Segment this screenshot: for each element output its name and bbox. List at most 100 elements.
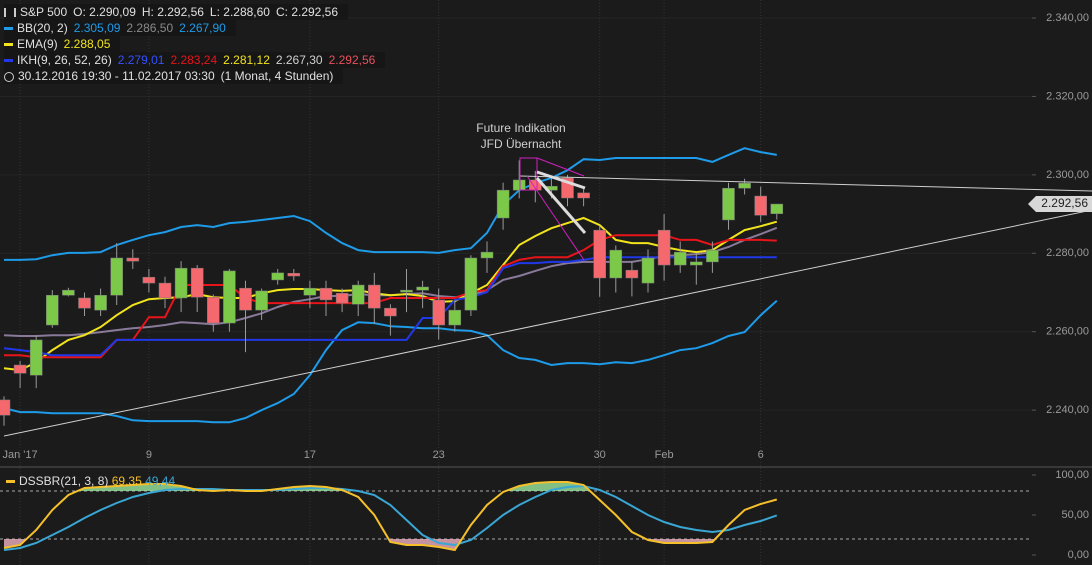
candle-body xyxy=(255,290,268,311)
legend-row: IKH(9, 26, 52, 26) 2.279,01 2.283,24 2.281,… xyxy=(4,52,386,68)
legend-row: S&P 500 O: 2.290,09 H: 2.292,56 L: 2.288,60… xyxy=(4,4,349,20)
drawing-line xyxy=(536,157,585,177)
highlight-box xyxy=(519,157,538,191)
indicator-value: 2.305,09 xyxy=(73,21,121,35)
legend-row: BB(20, 2) 2.305,09 2.286,50 2.267,90 xyxy=(4,20,236,36)
candle-body xyxy=(512,179,526,191)
candle-body xyxy=(110,257,123,296)
candle-body xyxy=(271,272,284,281)
legend-row: 30.12.2016 19:30 - 11.02.2017 03:30 (1 Mo… xyxy=(4,68,344,84)
indicator-line xyxy=(4,147,777,261)
candle-body xyxy=(62,289,75,296)
y-tick-label: 100,00 xyxy=(1055,469,1089,481)
legend-header: S&P 500 O: 2.290,09 H: 2.292,56 L: 2.288,60… xyxy=(4,4,386,84)
price-marker-label: 2.292,56 xyxy=(1041,196,1088,210)
x-tick-label: 30 xyxy=(594,449,606,461)
candle-body xyxy=(13,364,27,374)
ohlc-value: L: 2.288,60 xyxy=(209,5,270,19)
candle-body xyxy=(0,399,11,416)
indicator-line xyxy=(3,216,778,372)
x-tick-label: 6 xyxy=(758,449,764,461)
x-tick-label: Jan '17 xyxy=(3,449,38,461)
candle-body xyxy=(770,203,784,214)
indicator-name: IKH(9, 26, 52, 26) xyxy=(17,53,112,67)
legend-swatch xyxy=(4,43,13,47)
x-tick-label: 17 xyxy=(304,449,316,461)
y-tick-label: 2.320,00 xyxy=(1046,90,1089,102)
candle-body xyxy=(287,273,301,277)
ohlc-value: C: 2.292,56 xyxy=(275,5,339,19)
candle-body xyxy=(303,287,317,296)
indicator-value: 2.292,56 xyxy=(328,53,376,67)
candle-body xyxy=(577,192,590,199)
overbought-fill xyxy=(4,482,777,491)
candle-body xyxy=(29,339,43,376)
candle-body xyxy=(384,307,397,317)
price-marker xyxy=(1028,196,1092,213)
candle-body xyxy=(158,282,172,299)
clock-icon xyxy=(4,71,14,82)
arrow-line xyxy=(536,170,586,190)
indicator-name: BB(20, 2) xyxy=(17,21,68,35)
candle-body xyxy=(368,284,381,309)
indicator-value: 2.286,50 xyxy=(126,21,174,35)
legend-value: 49,44 xyxy=(145,474,176,488)
candle-body xyxy=(416,286,429,291)
x-tick-label: Feb xyxy=(655,449,674,461)
plot: 2.292,56 xyxy=(0,147,1092,552)
candle-body xyxy=(738,182,751,189)
oscillator-legend: DSSBR(21, 3, 8) 69,35 49,44 xyxy=(6,474,175,488)
x-tick-label: 23 xyxy=(433,449,445,461)
oscillator-line xyxy=(3,484,778,551)
indicator-value: 2.267,30 xyxy=(275,53,323,67)
indicator-value: 2.283,24 xyxy=(170,53,218,67)
candle-body xyxy=(657,229,671,266)
candle-body xyxy=(335,293,349,304)
legend-swatch xyxy=(4,59,13,63)
candle-body xyxy=(625,269,639,279)
candle-body xyxy=(432,299,445,326)
candle-body xyxy=(351,284,365,305)
candle-body xyxy=(706,249,719,263)
candle-body xyxy=(142,276,156,284)
indicator-value: 2.267,90 xyxy=(179,21,226,35)
y-tick-label: 0,00 xyxy=(1068,549,1089,561)
candle-body xyxy=(641,257,655,284)
candle-body xyxy=(673,251,687,266)
interval: (1 Monat, 4 Stunden) xyxy=(220,69,334,83)
candle-body xyxy=(496,189,510,219)
arrow-line xyxy=(535,177,587,234)
candle-body xyxy=(593,229,606,279)
candle-body xyxy=(190,267,204,298)
ohlc-value: H: 2.292,56 xyxy=(141,5,204,19)
indicator-value: 2.281,12 xyxy=(223,53,270,67)
candle-body xyxy=(46,294,59,326)
legend-swatch xyxy=(4,27,13,31)
annotation: JFD Übernacht xyxy=(481,137,562,151)
legend-name: DSSBR(21, 3, 8) xyxy=(19,474,109,488)
candle-body xyxy=(690,261,703,266)
y-tick-label: 2.240,00 xyxy=(1046,404,1089,416)
indicator-name: EMA(9) xyxy=(17,37,58,51)
oscillator-line xyxy=(3,481,778,552)
x-tick-label: 9 xyxy=(146,449,152,461)
candle-body xyxy=(223,270,236,324)
candle-body xyxy=(174,267,188,299)
y-tick-label: 2.260,00 xyxy=(1046,326,1089,338)
trend-line xyxy=(3,209,1092,437)
trend-line xyxy=(519,175,1092,192)
candle-body xyxy=(207,296,220,324)
candle-body xyxy=(754,195,767,216)
symbol: S&P 500 xyxy=(20,5,68,19)
candle-body xyxy=(239,287,252,311)
legend-swatch xyxy=(6,480,15,484)
candle-body xyxy=(319,287,333,301)
candle-body xyxy=(480,251,494,259)
candle-body xyxy=(78,297,91,309)
y-tick-label: 2.340,00 xyxy=(1046,12,1089,24)
y-tick-label: 50,00 xyxy=(1061,509,1089,521)
candle-body xyxy=(448,309,462,326)
